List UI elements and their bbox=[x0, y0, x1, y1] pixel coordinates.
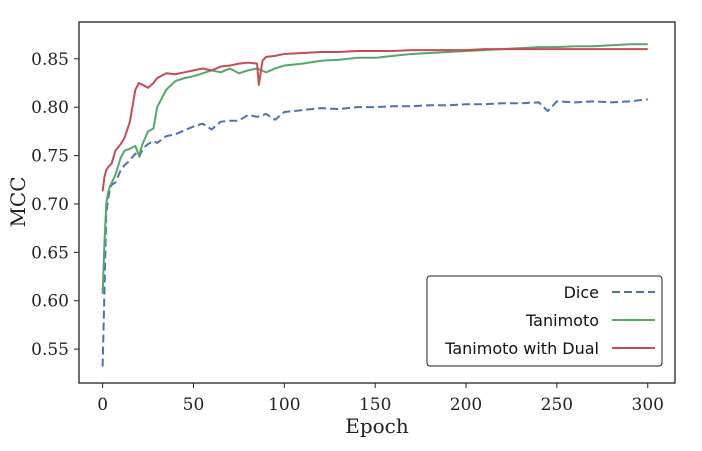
y-tick-label: 0.85 bbox=[31, 50, 69, 70]
series-line-tanimoto-dual bbox=[101, 48, 648, 192]
axes: 0 50 100 150 200 250 300 0.55 0.60 0.65 0.70 0.75 0.… bbox=[31, 50, 664, 415]
x-tick-label: 50 bbox=[183, 395, 205, 415]
y-tick-label: 0.80 bbox=[31, 98, 69, 118]
x-axis-title: Epoch bbox=[345, 414, 409, 438]
plot-frame bbox=[78, 21, 676, 384]
legend-label-tanimoto: Tanimoto bbox=[525, 311, 599, 330]
x-tick-label: 150 bbox=[359, 395, 391, 415]
y-tick-label: 0.65 bbox=[31, 243, 69, 263]
y-tick-label: 0.55 bbox=[31, 340, 69, 360]
plot-area bbox=[101, 43, 648, 367]
y-tick-label: 0.70 bbox=[31, 195, 69, 215]
x-tick-label: 200 bbox=[450, 395, 482, 415]
y-tick-label: 0.60 bbox=[31, 292, 69, 312]
y-axis-title: MCC bbox=[6, 176, 30, 227]
legend-label-dice: Dice bbox=[564, 283, 599, 302]
legend-label-tanimoto-dual: Tanimoto with Dual bbox=[444, 339, 599, 358]
x-tick-label: 250 bbox=[541, 395, 573, 415]
x-tick-label: 0 bbox=[97, 395, 108, 415]
series-line-dice bbox=[101, 98, 648, 367]
x-tick-label: 300 bbox=[632, 395, 664, 415]
legend: Dice Tanimoto Tanimoto with Dual bbox=[426, 275, 663, 367]
legend-box bbox=[426, 275, 663, 367]
x-tick-label: 100 bbox=[268, 395, 300, 415]
y-tick-label: 0.75 bbox=[31, 147, 69, 167]
